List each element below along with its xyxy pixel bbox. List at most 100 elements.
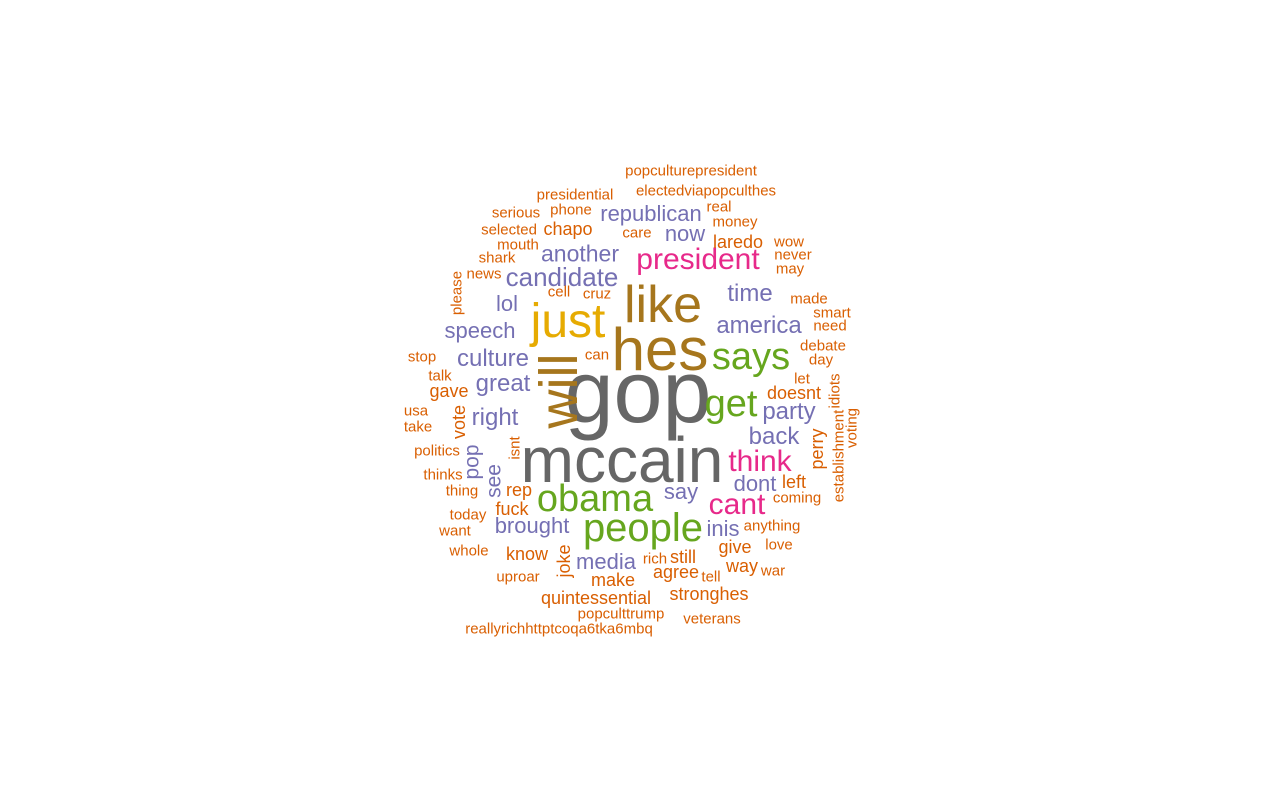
cloud-word-debate: debate [800, 337, 846, 355]
cloud-word-candidate: candidate [505, 262, 619, 292]
cloud-word-like: like [623, 276, 703, 334]
cloud-word-uproar: uproar [496, 568, 540, 586]
cloud-word-obama: obama [536, 478, 654, 520]
cloud-word-gop: gop [564, 342, 712, 441]
cloud-word-america: america [716, 312, 802, 339]
cloud-word-media: media [576, 549, 636, 574]
cloud-word-way: way [725, 556, 759, 576]
cloud-word-isnt: isnt [506, 436, 524, 460]
cloud-word-take: take [403, 418, 433, 436]
cloud-word-vote: vote [449, 404, 469, 440]
cloud-word-selected: selected [481, 221, 537, 239]
cloud-word-mccain: mccain [520, 424, 724, 496]
cloud-word-hes: hes [611, 316, 709, 383]
cloud-word-right: right [471, 404, 519, 431]
cloud-word-may: may [775, 260, 805, 278]
cloud-word-stronghes: stronghes [669, 584, 749, 604]
cloud-word-phone: phone [550, 201, 592, 219]
cloud-word-doesnt: doesnt [766, 383, 822, 403]
cloud-word-thinks: thinks [423, 466, 463, 484]
cloud-word-electedviapopculthes: electedviapopculthes [635, 182, 777, 200]
cloud-word-back: back [748, 423, 800, 450]
cloud-word-want: want [439, 522, 471, 540]
cloud-word-mouth: mouth [497, 236, 539, 254]
cloud-word-make: make [590, 570, 636, 590]
cloud-word-agree: agree [652, 562, 700, 582]
cloud-word-cell: cell [547, 283, 571, 301]
cloud-word-joke: joke [554, 544, 574, 578]
cloud-word-anything: anything [743, 517, 801, 535]
cloud-word-never: never [774, 246, 812, 264]
cloud-word-says: says [711, 336, 791, 378]
cloud-word-news: news [466, 265, 502, 283]
cloud-word-tell: tell [701, 568, 721, 586]
cloud-word-inis: inis [706, 516, 740, 541]
cloud-word-laredo: laredo [712, 232, 764, 252]
cloud-word-cruz: cruz [582, 285, 612, 303]
cloud-word-talk: talk [428, 367, 452, 385]
cloud-word-popculttrump: popculttrump [577, 605, 665, 623]
cloud-word-rep: rep [505, 480, 533, 500]
cloud-word-will: will [529, 353, 589, 429]
cloud-word-give: give [718, 537, 752, 557]
cloud-word-smart: smart [813, 304, 851, 322]
cloud-word-fuck: fuck [495, 499, 529, 519]
cloud-word-now: now [664, 221, 706, 246]
cloud-word-still: still [670, 547, 696, 567]
cloud-word-quintessential: quintessential [540, 588, 652, 608]
cloud-word-shark: shark [478, 249, 516, 267]
cloud-word-great: great [475, 370, 531, 397]
cloud-word-see: see [482, 464, 506, 498]
cloud-word-real: real [706, 198, 732, 216]
cloud-word-lol: lol [495, 291, 519, 316]
cloud-word-just: just [530, 295, 606, 348]
cloud-word-war: war [760, 562, 786, 580]
cloud-word-dont: dont [733, 471, 777, 496]
cloud-word-culture: culture [456, 345, 530, 372]
cloud-word-gave: gave [429, 381, 469, 401]
cloud-word-love: love [765, 536, 793, 554]
cloud-word-chapo: chapo [543, 219, 593, 239]
cloud-word-rich: rich [642, 550, 668, 568]
cloud-word-care: care [622, 224, 652, 242]
cloud-word-voting: voting [843, 407, 861, 449]
cloud-word-reallyrichhttptcoqa6tka6mbq: reallyrichhttptcoqa6tka6mbq [465, 620, 653, 638]
cloud-word-left: left [781, 472, 807, 492]
cloud-word-politics: politics [414, 442, 460, 460]
cloud-word-pop: pop [460, 444, 484, 480]
cloud-word-speech: speech [444, 318, 516, 343]
cloud-word-let: let [794, 370, 810, 388]
cloud-word-money: money [712, 213, 758, 231]
cloud-word-popculturepresident: popculturepresident [625, 162, 757, 180]
cloud-word-veterans: veterans [683, 610, 741, 628]
cloud-word-serious: serious [491, 204, 541, 222]
cloud-word-presidential: presidential [536, 186, 614, 204]
cloud-word-republican: republican [600, 201, 702, 226]
cloud-word-wow: wow [773, 233, 805, 251]
cloud-word-can: can [584, 346, 610, 364]
cloud-word-thing: thing [445, 482, 479, 500]
cloud-word-need: need [813, 317, 847, 335]
cloud-word-please: please [448, 270, 466, 316]
cloud-word-whole: whole [449, 542, 489, 560]
cloud-word-say: say [663, 479, 699, 504]
cloud-word-cant: cant [708, 488, 766, 521]
cloud-word-usa: usa [403, 402, 429, 420]
cloud-word-think: think [728, 445, 792, 478]
cloud-word-president: president [636, 243, 760, 276]
cloud-word-people: people [582, 506, 704, 550]
cloud-word-get: get [704, 383, 758, 425]
cloud-word-idiots: idiots [826, 373, 844, 409]
cloud-word-perry: perry [807, 428, 827, 470]
cloud-word-brought: brought [494, 513, 570, 538]
cloud-word-party: party [762, 398, 816, 425]
cloud-word-stop: stop [407, 348, 437, 366]
cloud-word-time: time [727, 280, 773, 307]
cloud-word-another: another [540, 240, 620, 267]
cloud-word-today: today [449, 506, 487, 524]
cloud-word-coming: coming [772, 489, 822, 507]
cloud-word-made: made [790, 290, 828, 308]
cloud-word-day: day [808, 351, 834, 369]
cloud-word-know: know [505, 544, 549, 564]
